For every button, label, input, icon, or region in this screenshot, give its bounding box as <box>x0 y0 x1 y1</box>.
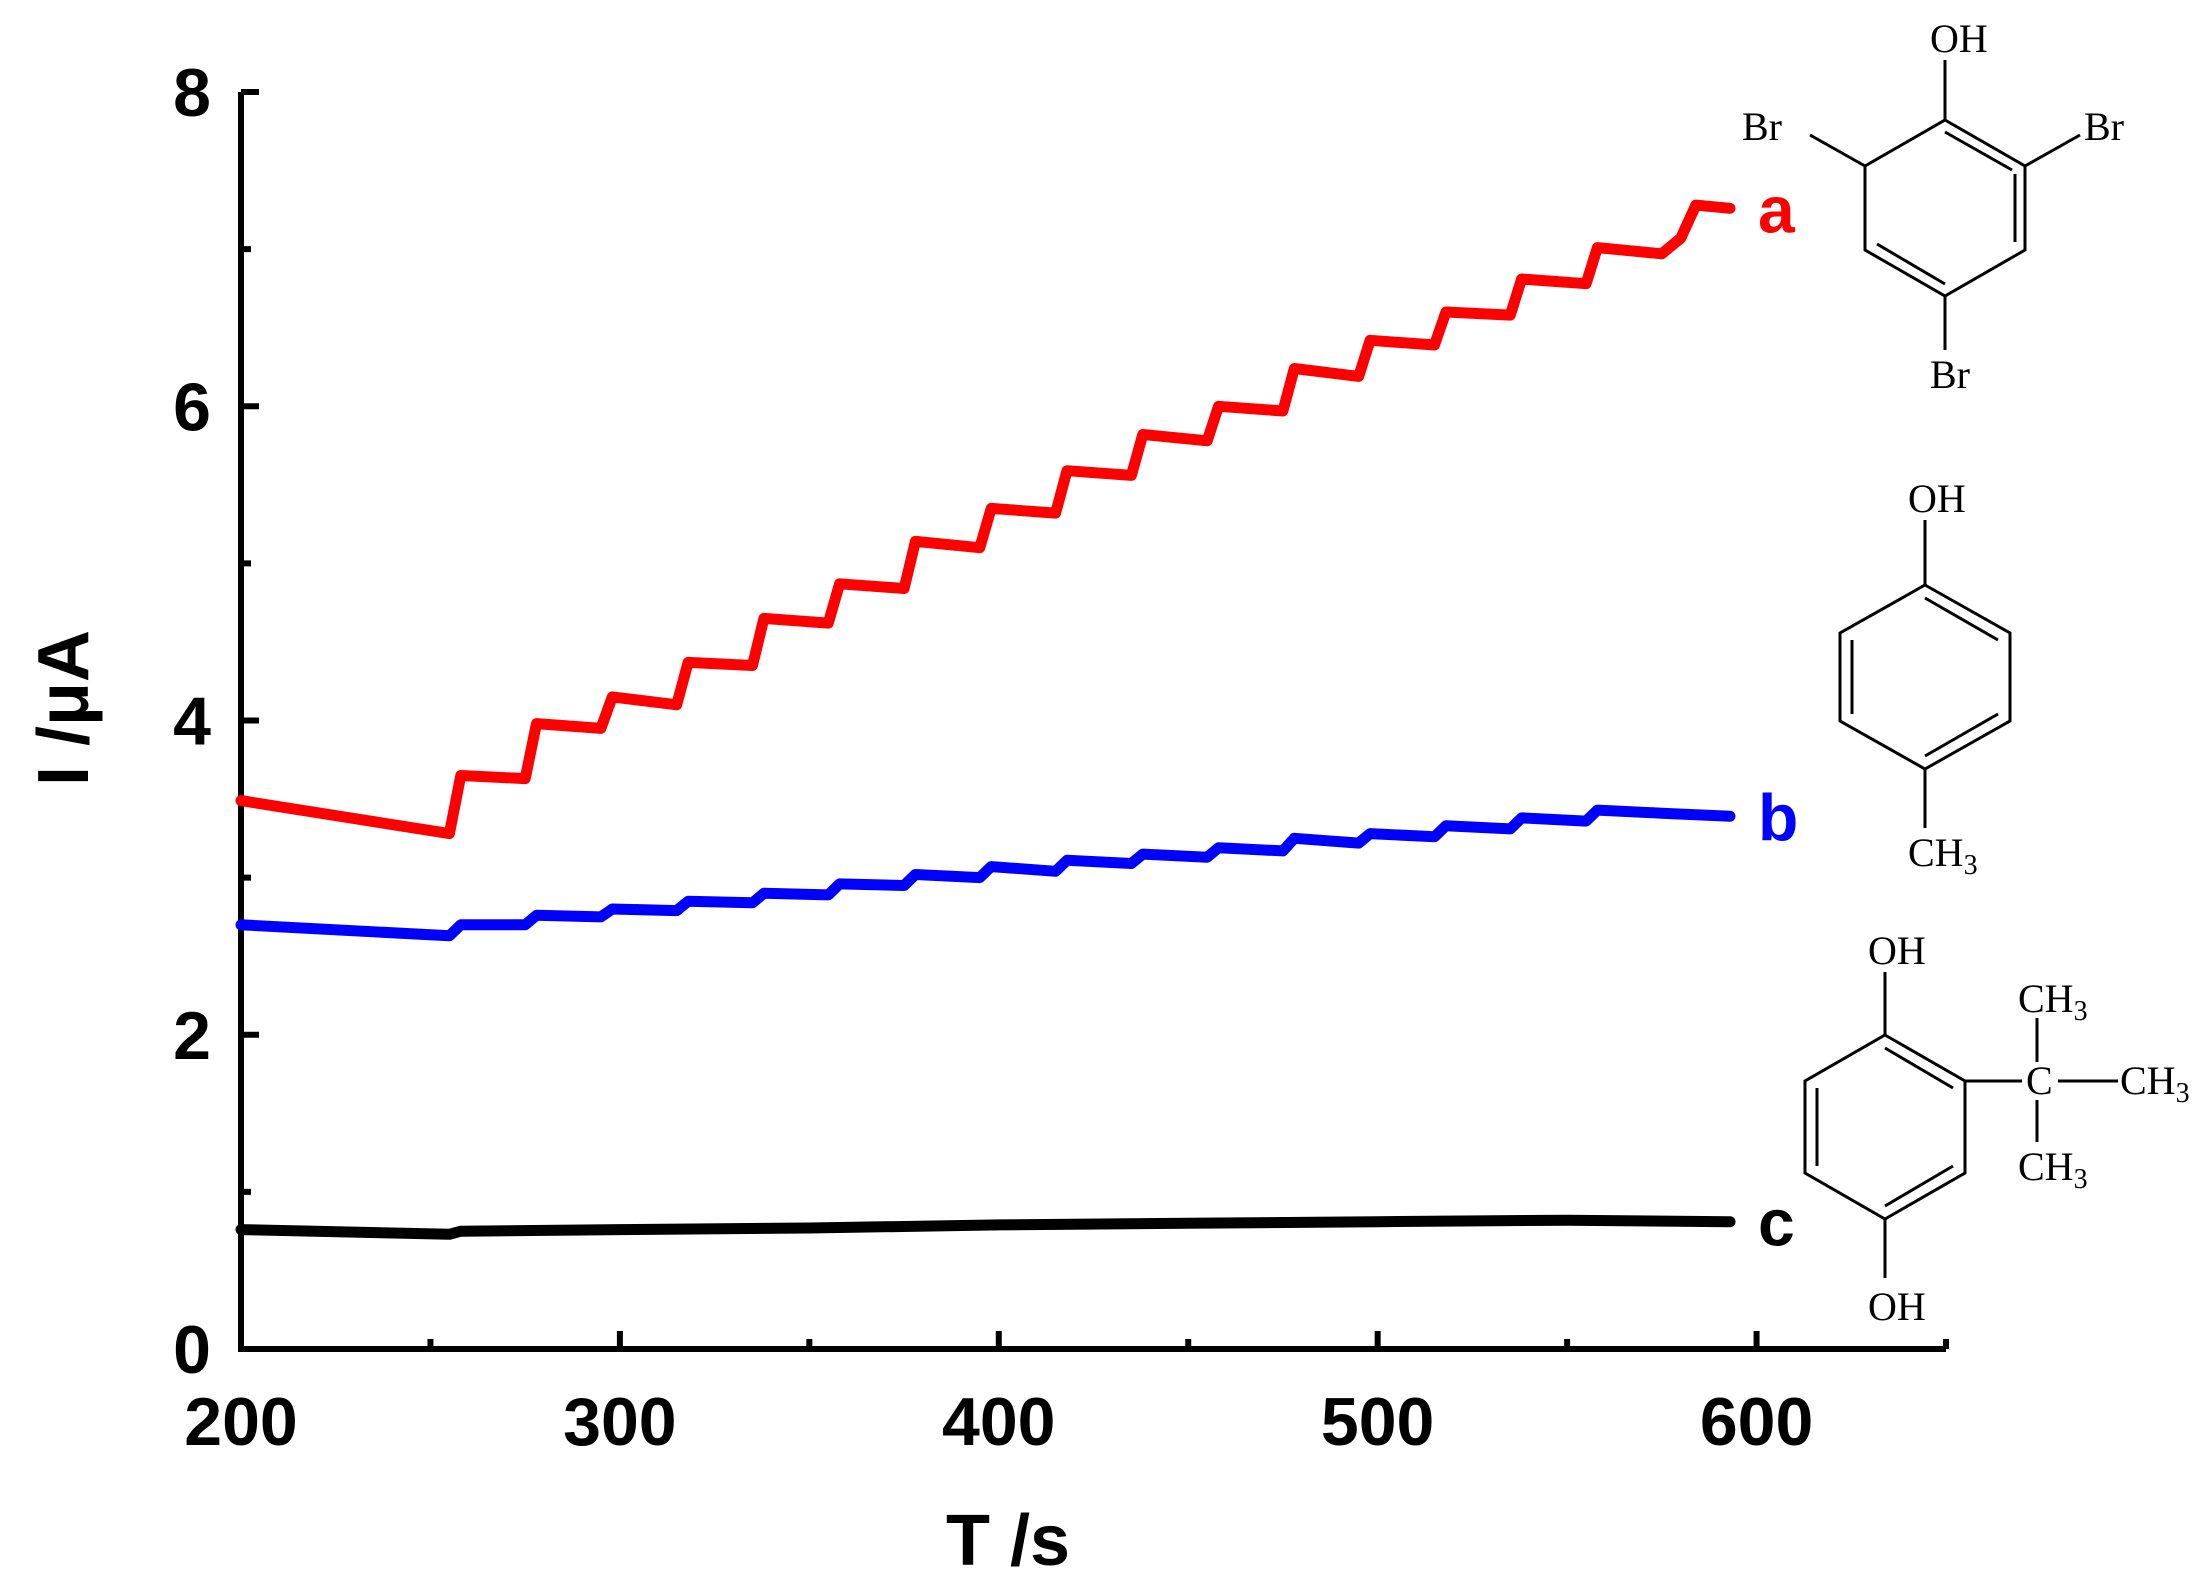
series-lines <box>235 199 1736 1240</box>
y-tick-label: 4 <box>173 684 211 760</box>
tribromophenol-br-bottom: Br <box>1930 352 1970 397</box>
tbhq-ch3-top: CH3 <box>2018 976 2088 1027</box>
series-labels: a b c <box>1758 172 1798 1259</box>
tbhq-oh-bottom: OH <box>1868 1284 1926 1329</box>
series-label-b: b <box>1758 780 1798 854</box>
series-line-c <box>235 1214 1736 1240</box>
series-label-a: a <box>1758 172 1796 246</box>
y-axis-title: I /μA <box>24 630 104 786</box>
tbhq-ring <box>1803 972 2118 1278</box>
cresol-sub: 3 <box>1964 850 1978 881</box>
tribromophenol-structure: OH Br Br Br <box>1742 16 2124 397</box>
x-tick-label: 300 <box>563 1384 676 1460</box>
axes <box>238 92 1946 1352</box>
cresol-ch3: CH3 <box>1908 830 1978 881</box>
y-tick-label: 2 <box>173 998 211 1074</box>
series-label-c: c <box>1758 1186 1795 1260</box>
tribromophenol-br-right: Br <box>2084 104 2124 149</box>
tbhq-ch-top: CH <box>2018 976 2074 1021</box>
x-tick-label: 600 <box>1700 1384 1813 1460</box>
series-line-b <box>235 804 1736 942</box>
y-tick-label: 8 <box>173 55 211 131</box>
tribromophenol-oh: OH <box>1930 16 1988 61</box>
tbhq-sub-right: 3 <box>2176 1078 2190 1109</box>
cresol-structure: OH CH3 <box>1838 476 2012 881</box>
tbhq-sub-bottom: 3 <box>2074 1164 2088 1195</box>
tbhq-sub-top: 3 <box>2074 996 2088 1027</box>
cresol-ch: CH <box>1908 830 1964 875</box>
tbhq-c: C <box>2026 1058 2053 1103</box>
x-axis-title: T /s <box>946 1501 1070 1581</box>
tbhq-ch3-right: CH3 <box>2120 1058 2190 1109</box>
tbhq-ch3-bottom: CH3 <box>2018 1144 2088 1195</box>
y-tick-label: 0 <box>173 1312 211 1388</box>
x-tick-label: 400 <box>942 1384 1055 1460</box>
tbhq-ch-bottom: CH <box>2018 1144 2074 1189</box>
tbhq-oh-top: OH <box>1868 928 1926 973</box>
tbhq-structure: OH OH C CH3 CH3 CH3 <box>1803 928 2190 1329</box>
tbhq-ch-right: CH <box>2120 1058 2176 1103</box>
y-tick-label: 6 <box>173 369 211 445</box>
series-line-a <box>235 199 1736 840</box>
tribromophenol-ring <box>1809 60 2081 350</box>
tribromophenol-br-left: Br <box>1742 104 1782 149</box>
x-tick-label: 200 <box>184 1384 297 1460</box>
cresol-oh: OH <box>1908 476 1966 521</box>
cresol-ring <box>1838 520 2012 828</box>
tick-labels: 0 2 4 6 8 200 300 400 500 600 <box>173 55 1813 1460</box>
x-tick-label: 500 <box>1321 1384 1434 1460</box>
ticks <box>238 89 1949 1352</box>
